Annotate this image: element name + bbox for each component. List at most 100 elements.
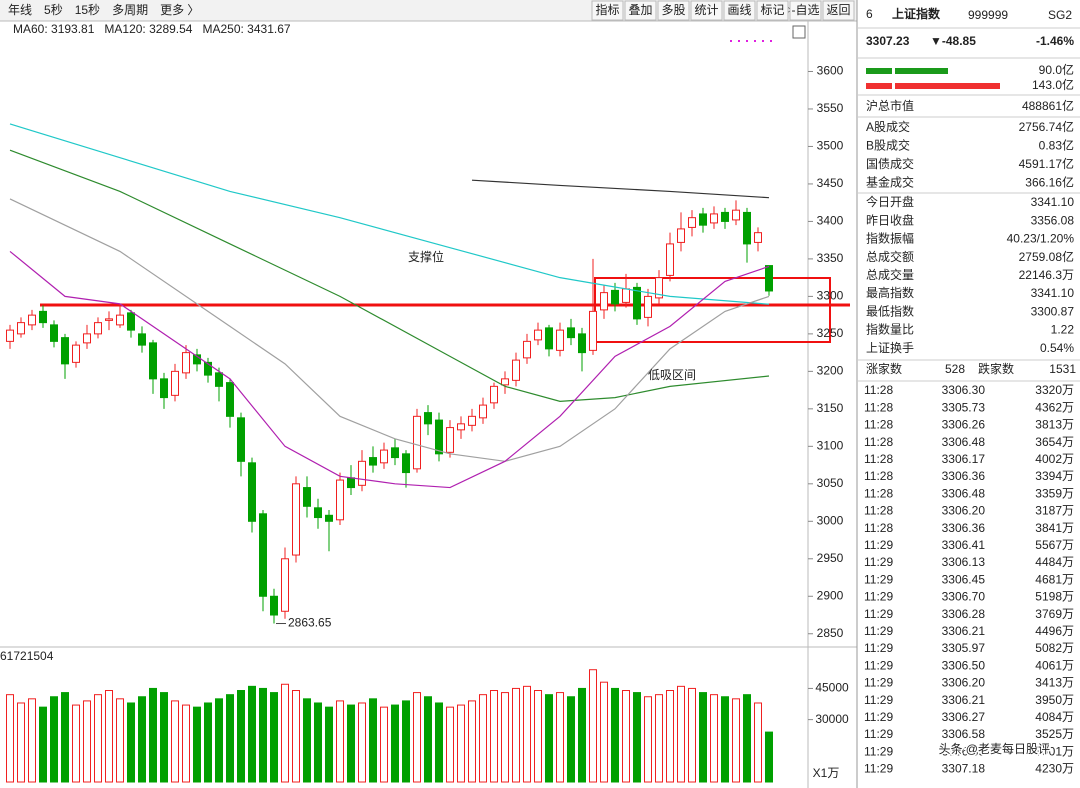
toolbar-button[interactable] (624, 0, 657, 21)
y-tick-label: 3100 (817, 439, 844, 453)
candle-body (160, 378, 168, 399)
volume-bar (655, 694, 663, 783)
candle-body (545, 327, 553, 350)
tick-time: 11:29 (864, 658, 893, 672)
volume-bar (402, 700, 410, 783)
stat-label: 昨日收盘 (866, 212, 914, 227)
toolbar-item[interactable]: 5秒 (44, 3, 63, 17)
tick-price: 3306.13 (942, 555, 986, 569)
toolbar-item[interactable]: 15秒 (75, 3, 100, 17)
toolbar-button[interactable] (756, 0, 789, 21)
toolbar-item[interactable]: 多周期 (112, 3, 148, 17)
toolbar-item[interactable]: 年线 (8, 3, 32, 17)
candle-body (644, 295, 652, 318)
volume-bar (589, 669, 597, 783)
candle-body (215, 372, 223, 387)
stat-label: 基金成交 (866, 175, 914, 190)
candle-body (39, 310, 47, 324)
tick-time: 11:29 (864, 641, 893, 655)
candle-body (281, 558, 289, 612)
y-tick-label: 3550 (817, 101, 844, 115)
tick-time: 11:29 (864, 572, 893, 586)
low-label: 2863.65 (288, 616, 332, 630)
tick-time: 11:28 (864, 504, 893, 518)
volume-bar (61, 692, 69, 783)
candle-body (501, 378, 509, 386)
tick-price: 3306.17 (942, 452, 986, 466)
legend-entry: MA250: 3431.67 (202, 22, 290, 36)
toolbar-button-label[interactable]: 标记 (760, 3, 784, 17)
toolbar-button-label[interactable]: 返回 (826, 3, 850, 17)
candle-body (204, 361, 212, 376)
tick-time: 11:29 (864, 590, 893, 604)
volume-bar (424, 696, 432, 783)
tick-time: 11:28 (864, 400, 893, 414)
stat-value: 40.23/1.20% (1007, 232, 1075, 246)
volume-bar (259, 687, 267, 783)
tick-time: 11:28 (864, 435, 893, 449)
candle-body (391, 447, 399, 459)
toolbar-button-label[interactable]: 指标 (595, 2, 619, 17)
y-tick-label: 3050 (817, 476, 844, 490)
toolbar-button[interactable] (822, 0, 855, 21)
candle-body (556, 329, 564, 351)
stat-value: 3341.10 (1031, 195, 1075, 209)
layout-icon[interactable] (792, 25, 806, 39)
tick-price: 3305.97 (942, 641, 986, 655)
toolbar-button-label[interactable]: 多股 (661, 3, 685, 17)
tick-price: 3306.36 (942, 521, 986, 535)
volume-bar (138, 696, 146, 783)
y-tick-label: 2900 (817, 588, 844, 602)
tick-price: 3306.70 (942, 590, 986, 604)
volume-bar (512, 687, 520, 783)
stat-label: 今日开盘 (866, 194, 914, 209)
volume-bar (468, 700, 476, 783)
toolbar-button[interactable] (657, 0, 690, 21)
tick-price: 3306.41 (942, 538, 986, 552)
tick-time: 11:29 (864, 710, 893, 724)
quote-tag: SG2 (1048, 8, 1072, 22)
volume-bar (523, 685, 531, 783)
candle-body (699, 213, 707, 226)
volume-bar (292, 690, 300, 783)
candle-body (17, 322, 25, 335)
toolbar-button-label[interactable]: 画线 (727, 3, 751, 17)
volume-bar (380, 706, 388, 783)
toolbar-button-label[interactable]: 统计 (694, 3, 718, 17)
volume-title: 61721504 (0, 649, 54, 663)
candle-body (116, 314, 124, 326)
stat-value: 4591.17亿 (1019, 156, 1074, 171)
toolbar-button[interactable] (591, 0, 624, 21)
y-tick-label: 45000 (815, 681, 849, 695)
candle-body (732, 209, 740, 221)
toolbar-button-label[interactable]: 叠加 (628, 3, 652, 17)
ma-line (9, 250, 770, 489)
volume-bar (754, 702, 762, 783)
candle-body (490, 385, 498, 404)
candle-body (380, 449, 388, 464)
toolbar-button[interactable] (690, 0, 723, 21)
y-tick-label: 2850 (817, 626, 844, 640)
breadth-value: 1531 (1049, 362, 1076, 376)
candle-body (358, 460, 366, 486)
stat-value: 1.22 (1051, 323, 1075, 337)
tick-price: 3306.45 (942, 572, 986, 586)
tick-price: 3306.30 (942, 383, 986, 397)
candle-body (248, 462, 256, 522)
toolbar-button[interactable] (789, 0, 822, 21)
volume-bar (545, 694, 553, 783)
volume-bar (6, 694, 14, 783)
tick-price: 3305.73 (942, 400, 986, 414)
quote-marker: 6 (866, 7, 873, 21)
tick-time: 11:29 (864, 727, 893, 741)
stat-value: 3300.87 (1031, 304, 1075, 318)
toolbar-item[interactable]: 更多 〉 (160, 3, 199, 17)
candle-body (754, 232, 762, 243)
toolbar-button[interactable] (723, 0, 756, 21)
y-tick-label: 3500 (817, 139, 844, 153)
candle-body (468, 415, 476, 426)
candle-body (6, 329, 14, 342)
toolbar-button-label[interactable]: -自选 (792, 3, 820, 17)
stat-label: 国债成交 (866, 156, 914, 171)
tick-price: 3306.28 (942, 607, 986, 621)
